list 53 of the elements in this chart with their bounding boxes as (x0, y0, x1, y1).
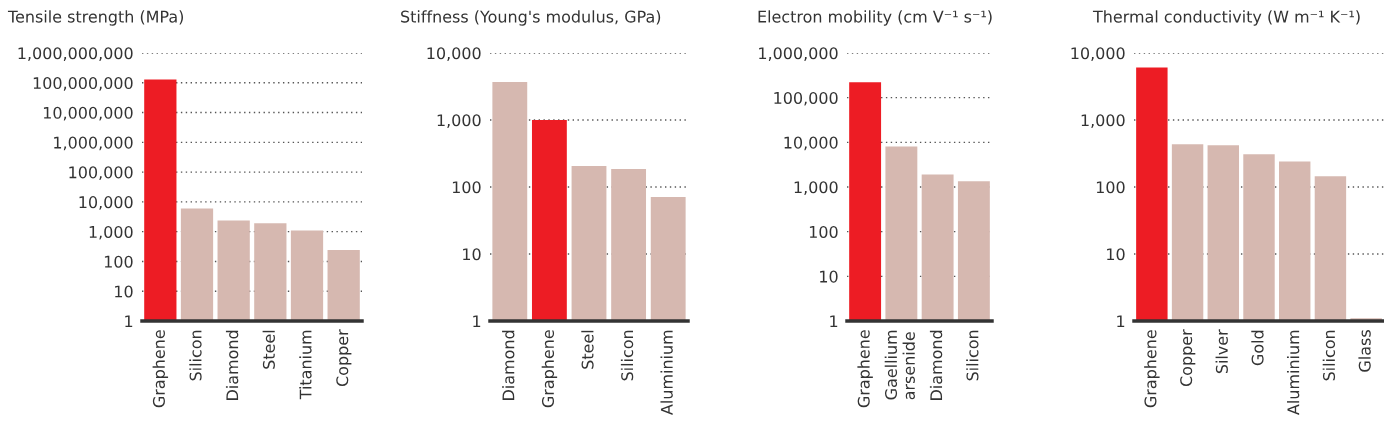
y-tick-label: 1 (473, 315, 481, 328)
x-tick-label: Glass (1358, 330, 1371, 372)
chart-title: Thermal conductivity (W m⁻¹ K⁻¹) (1092, 10, 1360, 26)
y-tick-label: 1 (1117, 315, 1125, 328)
y-tick-label: 10 (463, 248, 481, 261)
x-tick-label: Copper (1180, 329, 1196, 387)
x-tick-label: Graphene (541, 330, 558, 408)
x-tick-label: Silver (1215, 329, 1228, 374)
y-tick-label: 10,000,000 (43, 106, 133, 121)
x-tick-label: Titanium (299, 330, 312, 400)
chart-title: Tensile strength (MPa) (7, 10, 184, 26)
y-tick-label: 10,000 (1071, 47, 1125, 61)
y-tick-label: 1,000 (794, 181, 838, 195)
y-tick-label: 10 (820, 270, 838, 283)
y-tick-label: 100,000 (69, 166, 133, 181)
y-tick-label: 1 (830, 315, 838, 328)
y-tick-label: 100 (809, 225, 838, 238)
y-tick-label: 100,000,000 (33, 76, 133, 91)
x-tick-label: Steel (581, 330, 594, 369)
y-tick-label: 100 (1096, 181, 1125, 194)
y-tick-label: 1,000 (89, 225, 133, 240)
x-tick-label: Gold (1251, 330, 1264, 366)
x-tick-label: Graphene (1144, 330, 1160, 408)
y-tick-label: 1,000 (437, 114, 481, 128)
chart-title: Electron mobility (cm V⁻¹ s⁻¹) (758, 10, 992, 26)
y-tick-label: 100 (104, 255, 133, 268)
y-tick-label: 100,000 (774, 91, 838, 106)
x-tick-label: Diamond (929, 330, 943, 400)
x-tick-label: Silicon (966, 330, 979, 381)
y-tick-label: 1,000,000 (759, 47, 838, 61)
x-tick-label: Silicon (620, 330, 634, 381)
x-tick-label: Silicon (189, 330, 202, 381)
x-tick-label: Aluminium (660, 330, 673, 415)
y-tick-label: 10 (1107, 248, 1125, 261)
x-tick-label: Aluminium (1286, 330, 1300, 415)
x-tick-label: Graphene (152, 330, 169, 408)
x-tick-label: Silicon (1322, 330, 1336, 381)
y-tick-label: 10,000 (784, 136, 838, 151)
y-tick-label: 1,000 (1081, 114, 1125, 128)
y-tick-label: 100 (452, 181, 481, 194)
x-tick-label: Graphene (857, 330, 873, 408)
y-tick-label: 10,000 (79, 196, 133, 210)
y-tick-label: 1,000,000,000 (18, 47, 133, 61)
x-tick-label: Copper (336, 329, 352, 387)
y-tick-label: 10,000 (427, 47, 481, 61)
x-tick-label: Steel (262, 330, 275, 369)
y-tick-label: 1,000,000 (54, 136, 133, 151)
y-tick-label: 10 (115, 285, 133, 298)
x-tick-label: Gaellium arsenide (884, 330, 915, 400)
x-tick-label: Diamond (225, 330, 239, 400)
x-tick-label: Diamond (502, 330, 515, 400)
chart-title: Stiffness (Young's modulus, GPa) (401, 10, 661, 26)
y-tick-label: 1 (125, 315, 133, 328)
